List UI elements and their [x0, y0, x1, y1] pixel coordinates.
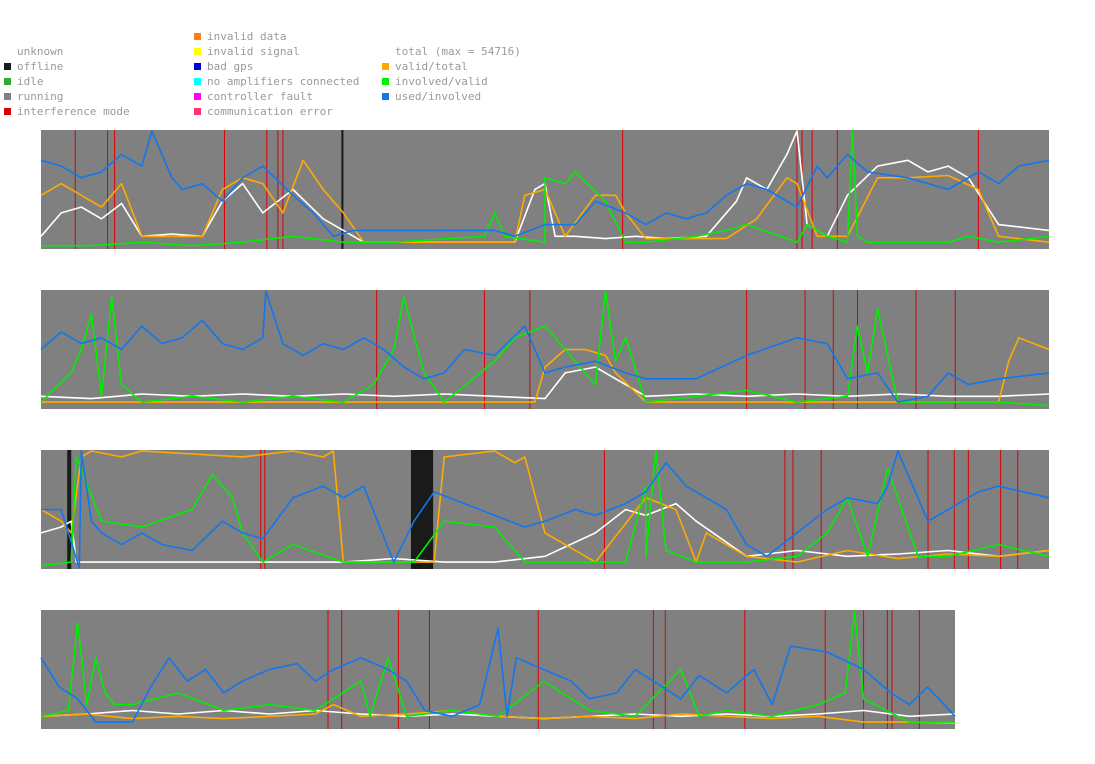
- legend-metrics: total (max = 54716) valid/total involved/v…: [382, 44, 521, 104]
- legend-label: unknown: [17, 45, 64, 58]
- series-line-used-involved: [40, 290, 1050, 403]
- legend-label: no amplifiers connected: [207, 75, 360, 88]
- legend-swatch: [382, 93, 389, 100]
- series-line-valid-total: [40, 450, 1050, 563]
- series-line-total: [40, 366, 1050, 400]
- legend-swatch: [4, 108, 11, 115]
- legend-label: idle: [17, 75, 44, 88]
- legend-label: used/involved: [395, 90, 482, 103]
- legend-item-total-max-54716-: total (max = 54716): [382, 44, 521, 59]
- legend-item-invalid-signal: invalid signal: [194, 44, 359, 59]
- series-line-involved-valid: [40, 450, 1050, 567]
- legend-swatch: [382, 63, 389, 70]
- series-line-used-involved: [40, 627, 956, 723]
- legend-swatch: [194, 48, 201, 55]
- legend-label: bad gps: [207, 60, 254, 73]
- legend-label: valid/total: [395, 60, 468, 73]
- legend-item-no-amplifiers-connected: no amplifiers connected: [194, 74, 359, 89]
- legend-swatch: [4, 93, 11, 100]
- legend-label: total (max = 54716): [395, 45, 521, 58]
- legend-label: invalid signal: [207, 45, 300, 58]
- chart-panel-4: [40, 610, 956, 729]
- legend-item-controller-fault: controller fault: [194, 89, 359, 104]
- legend-item-valid-total: valid/total: [382, 59, 521, 74]
- legend-label: invalid data: [207, 30, 287, 43]
- legend-item-bad-gps: bad gps: [194, 59, 359, 74]
- chart-panel-2: [40, 290, 1050, 409]
- legend-item-unknown: unknown: [4, 44, 130, 59]
- legend-swatch: [194, 78, 201, 85]
- series-line-total: [40, 502, 1050, 563]
- legend-swatch: [194, 93, 201, 100]
- legend-swatch: [382, 78, 389, 85]
- offline-span: [67, 450, 72, 569]
- legend-swatch: [4, 78, 11, 85]
- chart-panel-1: [40, 130, 1050, 249]
- legend-label: running: [17, 90, 64, 103]
- legend-label: involved/valid: [395, 75, 488, 88]
- legend-item-used-involved: used/involved: [382, 89, 521, 104]
- series-line-involved-valid: [40, 610, 955, 723]
- chart-panel-3: [40, 450, 1050, 569]
- legend-item-interference-mode: interference mode: [4, 104, 130, 119]
- legend-label: interference mode: [17, 105, 130, 118]
- offline-span: [341, 130, 344, 249]
- legend-item-idle: idle: [4, 74, 130, 89]
- legend-swatch: [194, 108, 201, 115]
- legend-swatch: [194, 33, 201, 40]
- series-line-valid-total: [40, 159, 1050, 243]
- legend-label: offline: [17, 60, 64, 73]
- panel-background: [41, 450, 1049, 569]
- legend-label: communication error: [207, 105, 333, 118]
- series-line-used-involved: [41, 450, 1050, 569]
- legend-item-invalid-data: invalid data: [194, 29, 359, 44]
- legend-swatch: [194, 63, 201, 70]
- series-line-involved-valid: [40, 290, 1050, 407]
- legend-faults: invalid data invalid signal bad gps no ampl…: [194, 29, 359, 119]
- legend-item-communication-error: communication error: [194, 104, 359, 119]
- series-line-used-involved: [40, 130, 1050, 238]
- legend-label: controller fault: [207, 90, 313, 103]
- legend-item-offline: offline: [4, 59, 130, 74]
- legend-item-running: running: [4, 89, 130, 104]
- series-line-involved-valid: [41, 130, 1050, 247]
- legend-swatch: [4, 63, 11, 70]
- legend-item-involved-valid: involved/valid: [382, 74, 521, 89]
- panel-background: [41, 290, 1049, 409]
- legend-states: unknown offline idle running interference mo…: [4, 44, 130, 119]
